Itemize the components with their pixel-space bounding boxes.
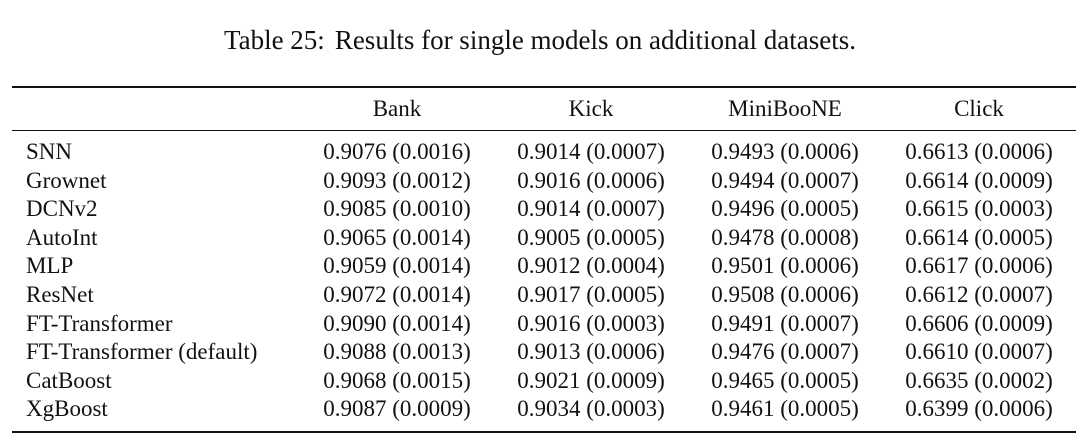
table-cell: 0.9501 (0.0006) <box>711 253 859 279</box>
table-cell: 0.9072 (0.0014) <box>323 281 471 307</box>
table-cell: 0.9005 (0.0005) <box>517 224 665 250</box>
table-cell: 0.9016 (0.0003) <box>517 310 665 336</box>
table-cell: 0.9093 (0.0012) <box>323 167 471 193</box>
table-cell: 0.9017 (0.0005) <box>517 281 665 307</box>
table-cell: 0.9065 (0.0014) <box>323 224 471 250</box>
table-header-row: Bank Kick MiniBooNE Click <box>0 92 1080 126</box>
table-cell: 0.9493 (0.0006) <box>711 139 859 164</box>
table-row: AutoInt 0.9065 (0.0014) 0.9005 (0.0005) … <box>0 224 1080 253</box>
table-cell: 0.9034 (0.0003) <box>517 396 665 422</box>
table-row: FT-Transformer 0.9090 (0.0014) 0.9016 (0… <box>0 310 1080 339</box>
table-row: XgBoost 0.9087 (0.0009) 0.9034 (0.0003) … <box>0 395 1080 424</box>
table-body: SNN 0.9076 (0.0016) 0.9014 (0.0007) 0.94… <box>0 138 1080 424</box>
model-name: Grownet <box>26 167 107 193</box>
table-cell: 0.9016 (0.0006) <box>517 167 665 193</box>
column-header-click: Click <box>954 96 1004 121</box>
table-caption-label: Table 25: <box>223 25 325 55</box>
table-cell: 0.9088 (0.0013) <box>323 339 471 365</box>
table-cell: 0.6614 (0.0009) <box>905 167 1053 193</box>
table-cell: 0.9021 (0.0009) <box>517 367 665 393</box>
model-name: CatBoost <box>26 367 112 393</box>
model-name: AutoInt <box>26 224 98 250</box>
table-cell: 0.9014 (0.0007) <box>517 196 665 222</box>
table-bottom-rule <box>12 431 1076 433</box>
table-caption: Table 25: Results for single models on ad… <box>0 22 1080 58</box>
table-row: ResNet 0.9072 (0.0014) 0.9017 (0.0005) 0… <box>0 281 1080 310</box>
table-cell: 0.6613 (0.0006) <box>905 139 1053 164</box>
table-cell: 0.9491 (0.0007) <box>711 310 859 336</box>
table-cell: 0.9090 (0.0014) <box>323 310 471 336</box>
table-cell: 0.6635 (0.0002) <box>905 367 1053 393</box>
model-name: XgBoost <box>26 396 108 422</box>
table-cell: 0.9068 (0.0015) <box>323 367 471 393</box>
column-header-kick: Kick <box>568 96 614 121</box>
table-cell: 0.9076 (0.0016) <box>323 139 471 164</box>
table-cell: 0.9494 (0.0007) <box>711 167 859 193</box>
table-top-rule <box>12 86 1076 88</box>
table-cell: 0.9014 (0.0007) <box>517 139 665 164</box>
table-cell: 0.9496 (0.0005) <box>711 196 859 222</box>
table-row: SNN 0.9076 (0.0016) 0.9014 (0.0007) 0.94… <box>0 138 1080 167</box>
table-cell: 0.9478 (0.0008) <box>711 224 859 250</box>
table-cell: 0.9013 (0.0006) <box>517 339 665 365</box>
table-cell: 0.9476 (0.0007) <box>711 339 859 365</box>
table-row: MLP 0.9059 (0.0014) 0.9012 (0.0004) 0.95… <box>0 252 1080 281</box>
model-name: MLP <box>26 253 74 279</box>
model-name: FT-Transformer <box>26 310 173 336</box>
model-name: SNN <box>26 139 73 164</box>
table-cell: 0.9059 (0.0014) <box>323 253 471 279</box>
table-cell: 0.6614 (0.0005) <box>905 224 1053 250</box>
table-caption-text: Results for single models on additional … <box>334 25 856 55</box>
model-name: ResNet <box>26 281 94 307</box>
table-cell: 0.9087 (0.0009) <box>323 396 471 422</box>
table-cell: 0.6617 (0.0006) <box>905 253 1053 279</box>
column-header-bank: Bank <box>372 96 422 121</box>
table-cell: 0.9465 (0.0005) <box>711 367 859 393</box>
table-cell: 0.9085 (0.0010) <box>323 196 471 222</box>
table-cell: 0.9461 (0.0005) <box>711 396 859 422</box>
table-cell: 0.9012 (0.0004) <box>517 253 665 279</box>
table-cell: 0.6612 (0.0007) <box>905 281 1053 307</box>
table-cell: 0.9508 (0.0006) <box>711 281 859 307</box>
table-cell: 0.6606 (0.0009) <box>905 310 1053 336</box>
table-cell: 0.6615 (0.0003) <box>905 196 1053 222</box>
table-cell: 0.6399 (0.0006) <box>905 396 1053 422</box>
column-header-miniboone: MiniBooNE <box>728 96 842 121</box>
table-header-rule <box>12 130 1076 131</box>
model-name: DCNv2 <box>26 196 98 222</box>
model-name: FT-Transformer (default) <box>26 339 258 365</box>
table-row: FT-Transformer (default) 0.9088 (0.0013)… <box>0 338 1080 367</box>
table-row: CatBoost 0.9068 (0.0015) 0.9021 (0.0009)… <box>0 367 1080 396</box>
table-row: Grownet 0.9093 (0.0012) 0.9016 (0.0006) … <box>0 167 1080 196</box>
table-cell: 0.6610 (0.0007) <box>905 339 1053 365</box>
table-row: DCNv2 0.9085 (0.0010) 0.9014 (0.0007) 0.… <box>0 195 1080 224</box>
